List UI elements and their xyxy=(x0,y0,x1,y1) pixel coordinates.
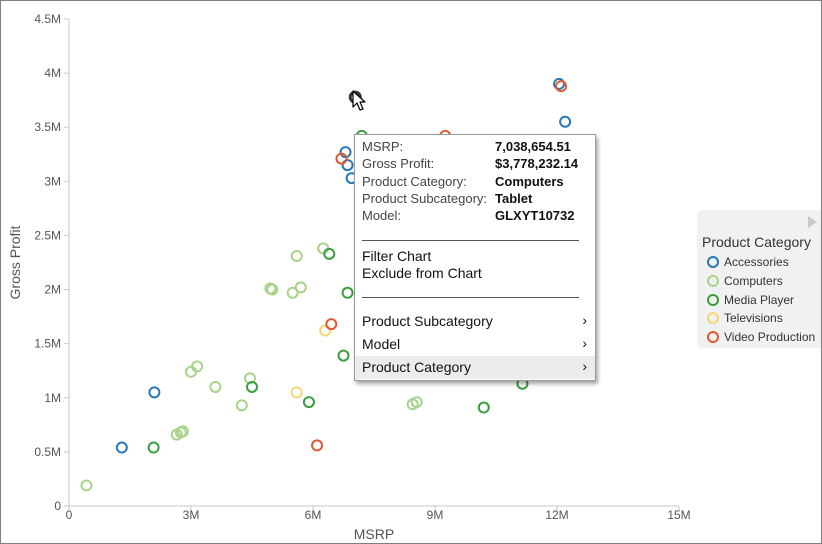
y-tick-label: 0 xyxy=(54,499,61,513)
point-televisions[interactable] xyxy=(290,386,303,399)
drill-menu-label: Model xyxy=(362,336,401,352)
point-computers[interactable] xyxy=(235,399,248,412)
point-computers[interactable] xyxy=(266,283,279,296)
y-tick-label: 3M xyxy=(44,174,61,188)
point-media-player[interactable] xyxy=(323,247,336,260)
filter-chart-action[interactable]: Filter Chart xyxy=(362,248,432,264)
x-tick-label: 15M xyxy=(667,508,690,522)
point-computers[interactable] xyxy=(209,380,222,393)
legend-swatch xyxy=(707,274,719,287)
drill-menu-model[interactable]: Model › xyxy=(355,333,595,356)
legend-item-computers[interactable]: Computers xyxy=(707,273,783,291)
legend-label: Media Player xyxy=(724,292,795,307)
point-video-production[interactable] xyxy=(335,152,348,165)
point-tooltip: MSRP: 7,038,654.51 Gross Profit: $3,778,… xyxy=(354,134,596,381)
point-video-production[interactable] xyxy=(325,318,338,331)
legend-label: Video Production xyxy=(724,329,816,344)
tooltip-value: GLXYT10732 xyxy=(495,208,575,223)
legend-item-accessories[interactable]: Accessories xyxy=(707,254,789,272)
y-tick-label: 4M xyxy=(44,66,61,80)
legend: Product Category Accessories Computers M… xyxy=(697,210,821,348)
chevron-right-icon: › xyxy=(582,312,587,328)
legend-label: Computers xyxy=(724,273,783,288)
tooltip-value: Computers xyxy=(495,174,564,189)
x-tick-label: 9M xyxy=(427,508,444,522)
y-tick-label: 1.5M xyxy=(34,337,61,351)
mouse-pointer-icon xyxy=(352,90,366,111)
point-accessories[interactable] xyxy=(553,77,566,90)
x-tick-label: 6M xyxy=(305,508,322,522)
point-media-player[interactable] xyxy=(246,380,258,393)
y-axis-title: Gross Profit xyxy=(7,225,23,299)
legend-swatch xyxy=(707,311,719,324)
tooltip-divider xyxy=(362,297,579,298)
legend-title: Product Category xyxy=(702,234,811,250)
point-computers[interactable] xyxy=(80,479,93,492)
point-media-player[interactable] xyxy=(341,286,354,299)
point-computers[interactable] xyxy=(185,365,197,378)
point-computers[interactable] xyxy=(286,286,299,299)
legend-swatch xyxy=(707,293,719,306)
y-tick-label: 1M xyxy=(44,391,61,405)
point-computers[interactable] xyxy=(294,281,307,294)
y-tick-label: 0.5M xyxy=(34,445,61,459)
point-computers[interactable] xyxy=(191,360,204,373)
point-accessories[interactable] xyxy=(341,159,354,172)
tooltip-value: 7,038,654.51 xyxy=(495,139,571,154)
y-tick-label: 2M xyxy=(44,283,61,297)
tooltip-label: Gross Profit: xyxy=(362,156,435,171)
x-axis-title: MSRP xyxy=(354,526,394,542)
legend-swatch xyxy=(707,330,719,343)
point-media-player[interactable] xyxy=(302,396,315,409)
point-computers[interactable] xyxy=(317,242,330,255)
drill-menu-label: Product Category xyxy=(362,359,471,375)
point-computers[interactable] xyxy=(176,425,189,438)
x-tick-label: 3M xyxy=(183,508,200,522)
tooltip-value: $3,778,232.14 xyxy=(495,156,579,171)
point-accessories[interactable] xyxy=(115,441,128,454)
x-tick-label: 0 xyxy=(66,508,73,522)
legend-item-media-player[interactable]: Media Player xyxy=(707,292,794,310)
tooltip-label: Model: xyxy=(362,208,402,223)
legend-item-video-production[interactable]: Video Production xyxy=(707,329,815,347)
drill-menu-label: Product Subcategory xyxy=(362,313,493,329)
tooltip-value: Tablet xyxy=(495,191,533,206)
legend-scroll-arrow-icon[interactable] xyxy=(808,216,817,228)
x-tick-label: 12M xyxy=(545,508,568,522)
legend-swatch xyxy=(707,255,719,268)
tooltip-divider xyxy=(362,240,579,241)
y-tick-label: 2.5M xyxy=(34,228,61,242)
point-computers[interactable] xyxy=(410,396,423,409)
point-media-player[interactable] xyxy=(337,349,350,362)
legend-label: Televisions xyxy=(724,310,783,325)
point-video-production[interactable] xyxy=(555,80,568,93)
y-tick-label: 4.5M xyxy=(34,12,61,26)
drill-menu-product-subcategory[interactable]: Product Subcategory › xyxy=(355,310,595,333)
tooltip-label: Product Subcategory: xyxy=(362,191,488,206)
point-televisions[interactable] xyxy=(319,324,332,337)
tooltip-label: Product Category: xyxy=(362,174,467,189)
chevron-right-icon: › xyxy=(582,358,587,374)
axes: 0 0.5M 1M 1.5M 2M 2.5M 3M 3.5M 4M 4.5M 0 3M 6M 9M 12M 1… xyxy=(34,12,690,522)
point-video-production[interactable] xyxy=(311,439,324,452)
point-accessories[interactable] xyxy=(148,386,161,399)
exclude-from-chart-action[interactable]: Exclude from Chart xyxy=(362,265,482,281)
drill-menu-product-category[interactable]: Product Category › xyxy=(355,356,595,379)
legend-item-televisions[interactable]: Televisions xyxy=(707,310,783,328)
point-media-player[interactable] xyxy=(477,401,490,414)
point-media-player[interactable] xyxy=(147,441,160,454)
tooltip-label: MSRP: xyxy=(362,139,404,154)
legend-label: Accessories xyxy=(724,254,789,269)
y-tick-label: 3.5M xyxy=(34,120,61,134)
point-computers[interactable] xyxy=(290,250,303,263)
point-accessories[interactable] xyxy=(559,115,572,128)
chevron-right-icon: › xyxy=(582,335,587,351)
